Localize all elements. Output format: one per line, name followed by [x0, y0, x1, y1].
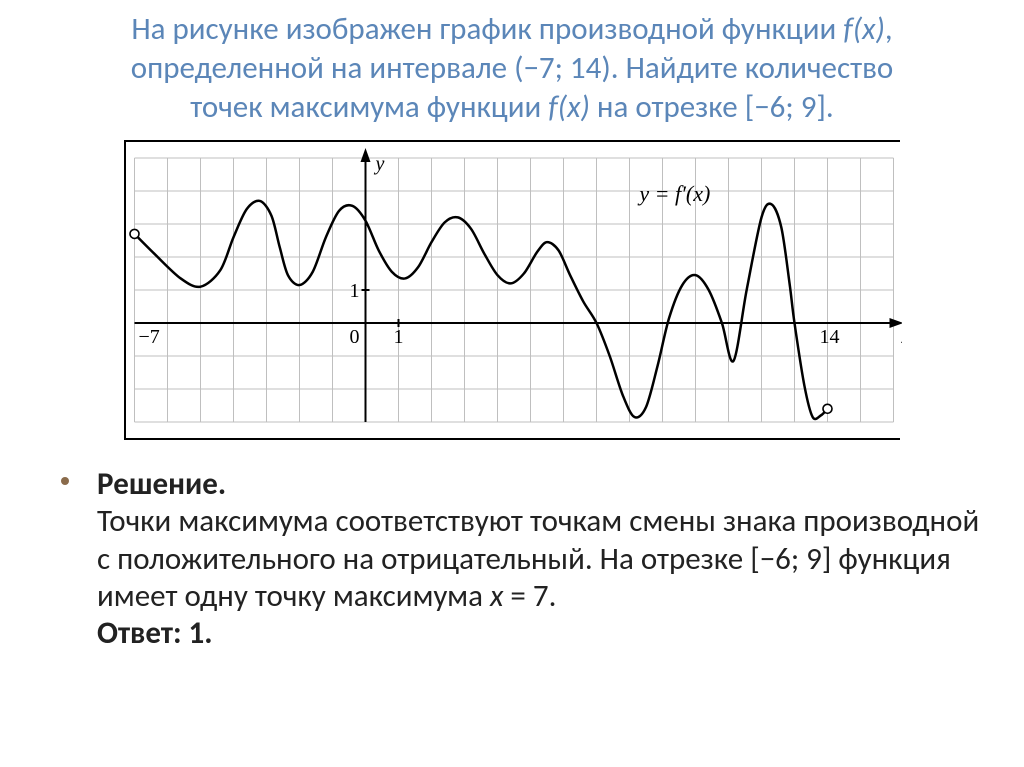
- svg-text:14: 14: [820, 326, 840, 348]
- bullet-icon: [61, 477, 69, 485]
- solution-label: Решение.: [97, 465, 226, 503]
- title-fn1: f(x): [843, 10, 885, 48]
- solution-answer: Ответ: 1.: [97, 614, 213, 652]
- solution-text2: = 7.: [503, 577, 556, 615]
- title-line1a: На рисунке изображен график производной …: [131, 10, 843, 48]
- title-line3b: на отрезке [−6; 9].: [590, 88, 834, 126]
- svg-text:0: 0: [350, 326, 360, 348]
- svg-text:1: 1: [394, 326, 404, 348]
- svg-text:y = f′(x): y = f′(x): [637, 181, 710, 206]
- svg-text:1: 1: [350, 280, 360, 302]
- solution-xvar: x: [490, 577, 503, 615]
- solution-block: Решение. Точки максимума соответствуют т…: [35, 466, 989, 652]
- derivative-graph: y x 0 1 1 −7 14 y = f′(x): [126, 142, 902, 438]
- chart-container: y x 0 1 1 −7 14 y = f′(x): [124, 140, 900, 440]
- title-line1b: ,: [885, 10, 893, 48]
- svg-text:x: x: [901, 326, 903, 348]
- solution-body: Решение. Точки максимума соответствуют т…: [97, 466, 989, 652]
- svg-text:y: y: [374, 153, 385, 175]
- title-line3a: точек максимума функции: [190, 88, 548, 126]
- title-fn2: f(x): [548, 88, 590, 126]
- title-line2: определенной на интервале (−7; 14). Найд…: [131, 49, 894, 87]
- problem-title: На рисунке изображен график производной …: [35, 10, 989, 126]
- svg-text:−7: −7: [139, 326, 160, 348]
